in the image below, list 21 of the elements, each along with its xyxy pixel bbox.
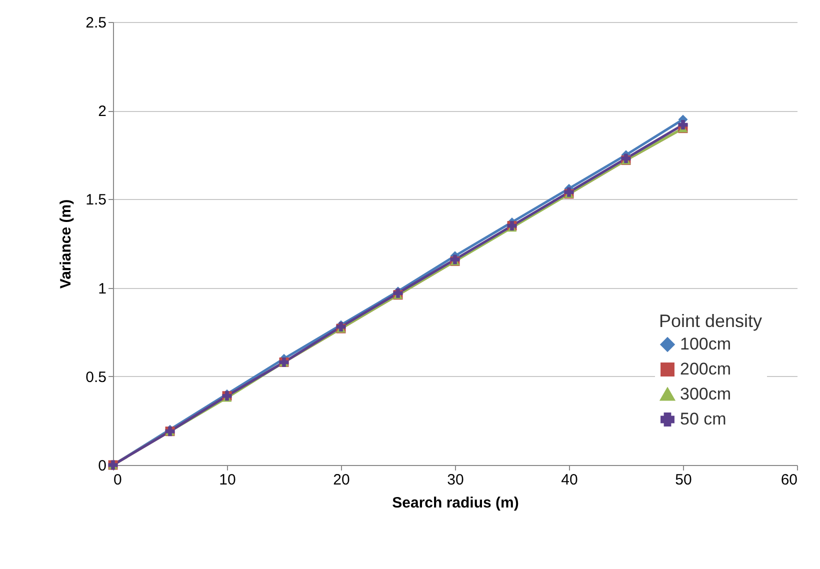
legend-title: Point density <box>659 311 762 331</box>
y-axis-title: Variance (m) <box>58 199 75 289</box>
x-tick-label: 10 <box>219 472 236 488</box>
x-tick-label: 40 <box>561 472 578 488</box>
x-tick-label: 50 <box>675 472 692 488</box>
x-axis-title: Search radius (m) <box>392 494 519 512</box>
y-tick-label: 0.5 <box>86 368 106 386</box>
x-tick-label: 20 <box>333 472 350 488</box>
y-tick-label: 0 <box>98 458 106 474</box>
y-tick-label: 1.5 <box>86 192 106 209</box>
y-tick-label: 1 <box>98 280 106 298</box>
y-tick-label: 2 <box>98 103 106 120</box>
x-tick-label: 0 <box>114 472 122 488</box>
legend-label: 300cm <box>680 384 732 404</box>
legend-label: 100cm <box>680 334 732 354</box>
y-tick-label: 2.5 <box>86 14 106 32</box>
legend-label: 50 cm <box>680 410 726 428</box>
x-tick-label: 60 <box>780 472 798 488</box>
legend-label: 200cm <box>680 360 732 378</box>
x-tick-label: 30 <box>447 472 464 488</box>
point <box>678 120 688 130</box>
